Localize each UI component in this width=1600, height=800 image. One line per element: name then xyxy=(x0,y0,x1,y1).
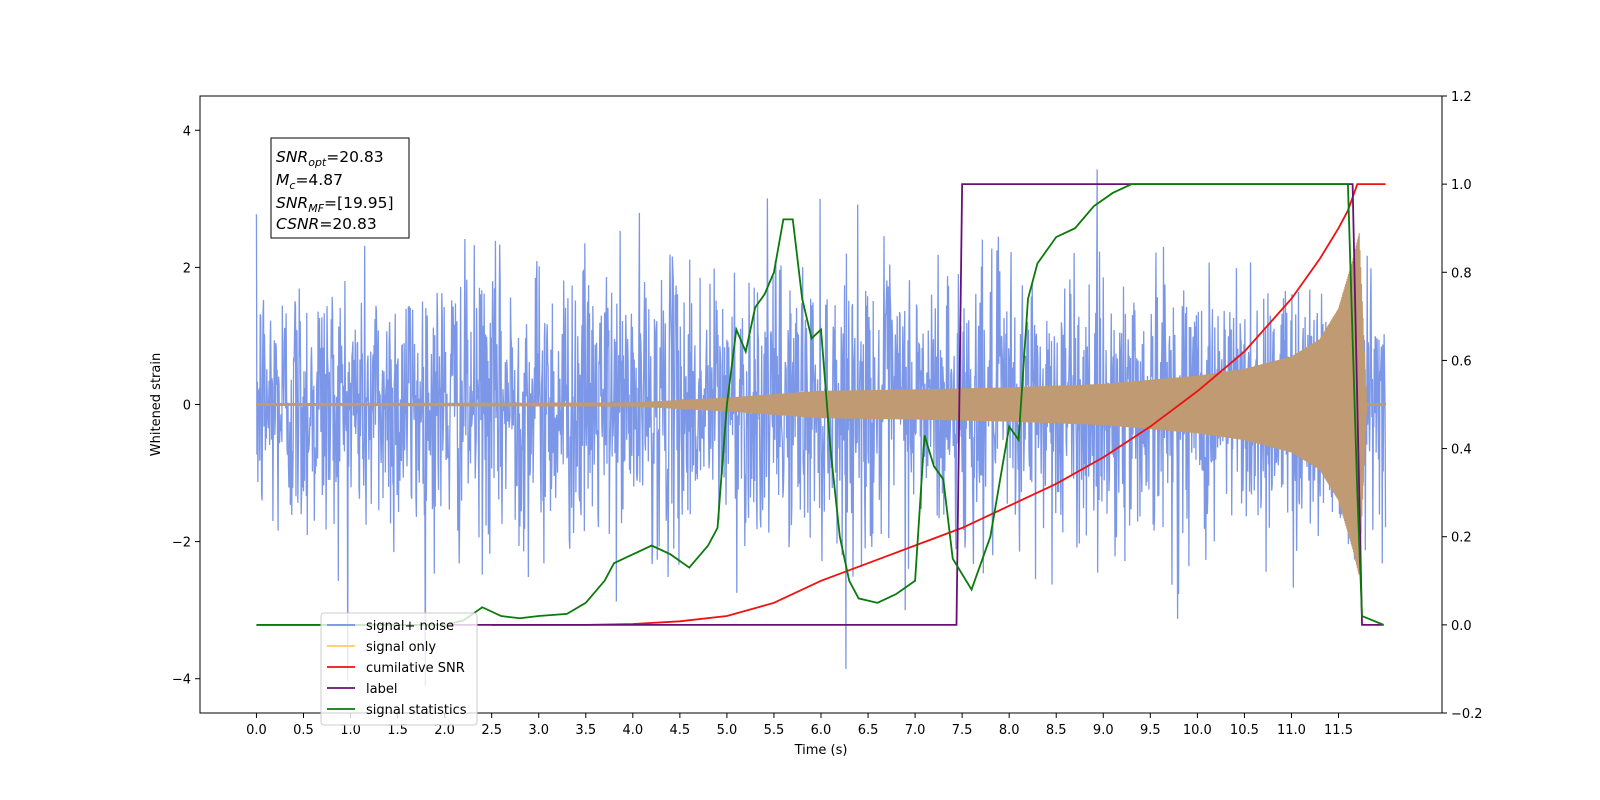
series-signal-statistics-line xyxy=(256,183,1384,626)
legend-signal-noise-label: signal+ noise xyxy=(366,619,454,634)
y-tick-label: −4 xyxy=(172,673,191,688)
x-tick-label: 0.0 xyxy=(246,723,267,738)
x-tick-label: 3.5 xyxy=(575,723,596,738)
y2-tick-label: 1.2 xyxy=(1451,90,1472,105)
x-tick-label: 11.0 xyxy=(1277,723,1306,738)
x-tick-label: 5.5 xyxy=(764,723,785,738)
x-tick-label: 4.0 xyxy=(622,723,643,738)
y2-tick-label: 0.4 xyxy=(1451,443,1472,458)
x-tick-label: 7.5 xyxy=(952,723,973,738)
y-tick-label: −2 xyxy=(172,536,191,551)
x-tick-label: 10.5 xyxy=(1230,723,1259,738)
y2-tick-label: 1.0 xyxy=(1451,178,1472,193)
info-csnr: CSNR=20.83 xyxy=(276,215,377,233)
info-box: SNRopt=20.83 Mc=4.87 SNRMF=[19.95] CSNR=… xyxy=(270,137,410,239)
y2-tick-label: 0.0 xyxy=(1451,619,1472,634)
series-cumulative-snr-line xyxy=(491,183,1386,626)
legend-frame xyxy=(320,612,478,726)
x-tick-label: 1.5 xyxy=(387,723,408,738)
y-tick-label: 2 xyxy=(183,261,191,276)
x-tick-label: 9.5 xyxy=(1140,723,1161,738)
x-tick-label: 10.0 xyxy=(1183,723,1212,738)
y-tick-label: 0 xyxy=(183,399,191,414)
y2-tick-label: 0.6 xyxy=(1451,354,1472,369)
x-tick-label: 9.0 xyxy=(1093,723,1114,738)
info-snr-opt: SNRopt=20.83 xyxy=(276,148,384,169)
legend-label-label: label xyxy=(366,682,397,697)
legend-cumulative-snr-label: cumilative SNR xyxy=(366,661,465,676)
x-tick-label: 8.5 xyxy=(1046,723,1067,738)
series-signal-only-line xyxy=(255,233,1387,575)
x-tick-label: 6.5 xyxy=(858,723,879,738)
x-tick-label: 3.0 xyxy=(528,723,549,738)
info-box-frame xyxy=(270,137,410,239)
x-tick-label: 5.0 xyxy=(717,723,738,738)
y2-tick-label: 0.2 xyxy=(1451,531,1472,546)
x-tick-label: 6.0 xyxy=(811,723,832,738)
legend-signal-only-label: signal only xyxy=(366,640,436,655)
info-snr-mf: SNRMF=[19.95] xyxy=(276,194,394,215)
y2-tick-label: 0.8 xyxy=(1451,266,1472,281)
x-tick-label: 4.5 xyxy=(670,723,691,738)
x-tick-label: 11.5 xyxy=(1324,723,1353,738)
tick-layer: 0.0 0.5 1.0 1.5 2.0 2.5 3.0 3.5 4.0 4.5 5.0 5.5 6.0 6… xyxy=(172,90,1483,738)
x-axis-label: Time (s) xyxy=(794,743,848,758)
x-tick-label: 1.0 xyxy=(340,723,361,738)
x-tick-label: 8.0 xyxy=(999,723,1020,738)
legend-signal-statistics-label: signal statistics xyxy=(366,703,467,718)
legend: signal+ noise signal only cumilative SNR la… xyxy=(320,612,478,726)
x-tick-label: 2.5 xyxy=(481,723,502,738)
x-tick-label: 0.5 xyxy=(293,723,314,738)
y-axis-label: Whitened strain xyxy=(149,353,164,456)
info-mc: Mc=4.87 xyxy=(276,171,343,192)
plot-area xyxy=(255,169,1387,686)
x-tick-label: 2.0 xyxy=(434,723,455,738)
x-tick-label: 7.0 xyxy=(905,723,926,738)
series-signal-noise-line xyxy=(255,169,1387,686)
y2-tick-label: −0.2 xyxy=(1451,707,1483,722)
y-tick-label: 4 xyxy=(183,124,191,139)
